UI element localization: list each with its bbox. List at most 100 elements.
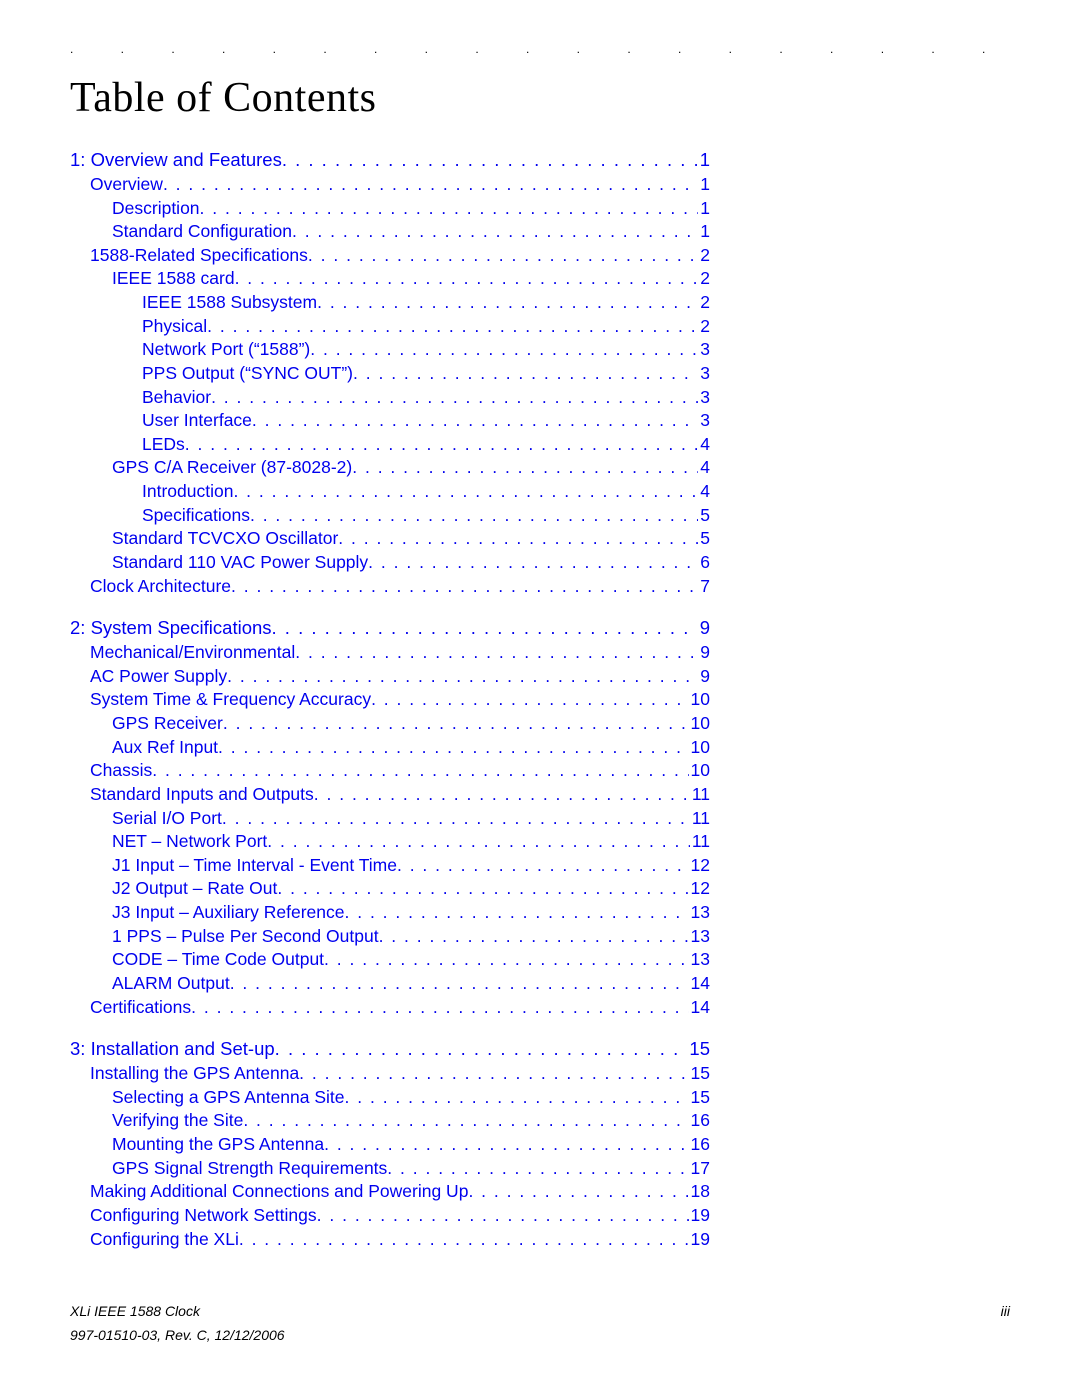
toc-page-number: 11 <box>690 830 710 854</box>
toc-entry[interactable]: Network Port (“1588”)3 <box>70 338 710 362</box>
toc-entry[interactable]: Behavior3 <box>70 386 710 410</box>
toc-page-number: 4 <box>698 480 710 504</box>
toc-entry[interactable]: Verifying the Site16 <box>70 1109 710 1133</box>
toc-entry[interactable]: Standard TCVCXO Oscillator5 <box>70 527 710 551</box>
toc-leader-dots <box>310 338 698 362</box>
toc-entry[interactable]: Making Additional Connections and Poweri… <box>70 1180 710 1204</box>
toc-label: GPS Signal Strength Requirements <box>112 1157 387 1181</box>
toc-entry[interactable]: IEEE 1588 card 2 <box>70 267 710 291</box>
toc-entry[interactable]: Specifications5 <box>70 504 710 528</box>
toc-label: Certifications <box>90 996 191 1020</box>
toc-leader-dots <box>277 877 688 901</box>
toc-leader-dots <box>231 575 698 599</box>
toc-leader-dots <box>317 1204 689 1228</box>
toc-page-number: 3 <box>698 362 710 386</box>
toc-label: IEEE 1588 card <box>112 267 235 291</box>
toc-entry[interactable]: Introduction 4 <box>70 480 710 504</box>
toc-page-number: 11 <box>690 783 710 807</box>
toc-label: IEEE 1588 Subsystem <box>142 291 317 315</box>
toc-page-number: 10 <box>689 759 710 783</box>
toc-page-number: 3 <box>698 409 710 433</box>
toc-label: Physical <box>142 315 207 339</box>
toc-entry[interactable]: Installing the GPS Antenna15 <box>70 1062 710 1086</box>
toc-label: 1: Overview and Features <box>70 148 282 173</box>
toc-entry[interactable]: 1 PPS – Pulse Per Second Output13 <box>70 925 710 949</box>
toc-entry[interactable]: Description1 <box>70 197 710 221</box>
toc-entry[interactable]: Standard Inputs and Outputs 11 <box>70 783 710 807</box>
toc-entry[interactable]: J3 Input – Auxiliary Reference13 <box>70 901 710 925</box>
toc-page-number: 3 <box>698 386 710 410</box>
toc-leader-dots <box>207 315 698 339</box>
toc-page-number: 1 <box>698 173 710 197</box>
toc-page-number: 1 <box>698 148 710 173</box>
toc-chapter[interactable]: 3: Installation and Set-up15 <box>70 1037 710 1062</box>
toc-label: GPS Receiver <box>112 712 223 736</box>
toc-entry[interactable]: GPS Receiver 10 <box>70 712 710 736</box>
toc-leader-dots <box>338 527 698 551</box>
toc-entry[interactable]: Mounting the GPS Antenna16 <box>70 1133 710 1157</box>
toc-entry[interactable]: User Interface3 <box>70 409 710 433</box>
toc-entry[interactable]: PPS Output (“SYNC OUT”) 3 <box>70 362 710 386</box>
toc-page-number: 9 <box>698 641 710 665</box>
toc-entry[interactable]: ALARM Output14 <box>70 972 710 996</box>
toc-label: J3 Input – Auxiliary Reference <box>112 901 345 925</box>
toc-entry[interactable]: Selecting a GPS Antenna Site15 <box>70 1086 710 1110</box>
toc-entry[interactable]: GPS Signal Strength Requirements17 <box>70 1157 710 1181</box>
toc-label: Introduction <box>142 480 233 504</box>
toc-entry[interactable]: 1588-Related Specifications2 <box>70 244 710 268</box>
toc-entry[interactable]: Standard Configuration1 <box>70 220 710 244</box>
toc-page-number: 10 <box>689 712 710 736</box>
toc-leader-dots <box>345 901 689 925</box>
toc-page-number: 6 <box>698 551 710 575</box>
toc-entry[interactable]: Mechanical/Environmental 9 <box>70 641 710 665</box>
toc-entry[interactable]: Chassis10 <box>70 759 710 783</box>
toc-entry[interactable]: Certifications14 <box>70 996 710 1020</box>
toc-entry[interactable]: Clock Architecture7 <box>70 575 710 599</box>
toc-entry[interactable]: Physical 2 <box>70 315 710 339</box>
toc-label: GPS C/A Receiver (87-8028-2) <box>112 456 352 480</box>
toc-page-number: 14 <box>689 972 710 996</box>
toc-leader-dots <box>345 1086 689 1110</box>
toc-label: AC Power Supply <box>90 665 227 689</box>
toc-entry[interactable]: System Time & Frequency Accuracy10 <box>70 688 710 712</box>
toc-entry[interactable]: AC Power Supply9 <box>70 665 710 689</box>
toc-entry[interactable]: Standard 110 VAC Power Supply6 <box>70 551 710 575</box>
toc-leader-dots <box>243 1109 688 1133</box>
toc-page-number: 5 <box>698 527 710 551</box>
toc-page-number: 13 <box>689 948 710 972</box>
toc-page-number: 15 <box>689 1062 710 1086</box>
toc-page-number: 1 <box>698 197 710 221</box>
toc-page-number: 2 <box>698 267 710 291</box>
toc-label: 3: Installation and Set-up <box>70 1037 275 1062</box>
toc-group-gap <box>70 598 710 616</box>
toc-page-number: 2 <box>698 291 710 315</box>
toc-entry[interactable]: Serial I/O Port11 <box>70 807 710 831</box>
toc-leader-dots <box>368 551 698 575</box>
toc-page-number: 19 <box>689 1204 710 1228</box>
toc-entry[interactable]: J2 Output – Rate Out12 <box>70 877 710 901</box>
toc-chapter[interactable]: 1: Overview and Features 1 <box>70 148 710 173</box>
toc-label: Serial I/O Port <box>112 807 222 831</box>
toc-entry[interactable]: GPS C/A Receiver (87-8028-2)4 <box>70 456 710 480</box>
toc-entry[interactable]: LEDs4 <box>70 433 710 457</box>
toc-leader-dots <box>211 386 698 410</box>
toc-entry[interactable]: CODE – Time Code Output13 <box>70 948 710 972</box>
toc-entry[interactable]: NET – Network Port11 <box>70 830 710 854</box>
toc-entry[interactable]: Overview1 <box>70 173 710 197</box>
toc-leader-dots <box>272 616 698 641</box>
toc-entry[interactable]: IEEE 1588 Subsystem 2 <box>70 291 710 315</box>
toc-label: Mechanical/Environmental <box>90 641 295 665</box>
toc-entry[interactable]: Aux Ref Input10 <box>70 736 710 760</box>
toc-label: Configuring the XLi <box>90 1228 239 1252</box>
toc-entry[interactable]: J1 Input – Time Interval - Event Time12 <box>70 854 710 878</box>
toc-label: PPS Output (“SYNC OUT”) <box>142 362 353 386</box>
toc-entry[interactable]: Configuring the XLi19 <box>70 1228 710 1252</box>
toc-label: Mounting the GPS Antenna <box>112 1133 324 1157</box>
toc-leader-dots <box>275 1037 688 1062</box>
toc-entry[interactable]: Configuring Network Settings19 <box>70 1204 710 1228</box>
toc-page-number: 2 <box>698 315 710 339</box>
toc-page-number: 18 <box>689 1180 710 1204</box>
toc-page-number: 12 <box>689 854 710 878</box>
toc-chapter[interactable]: 2: System Specifications9 <box>70 616 710 641</box>
toc-label: Standard Inputs and Outputs <box>90 783 314 807</box>
